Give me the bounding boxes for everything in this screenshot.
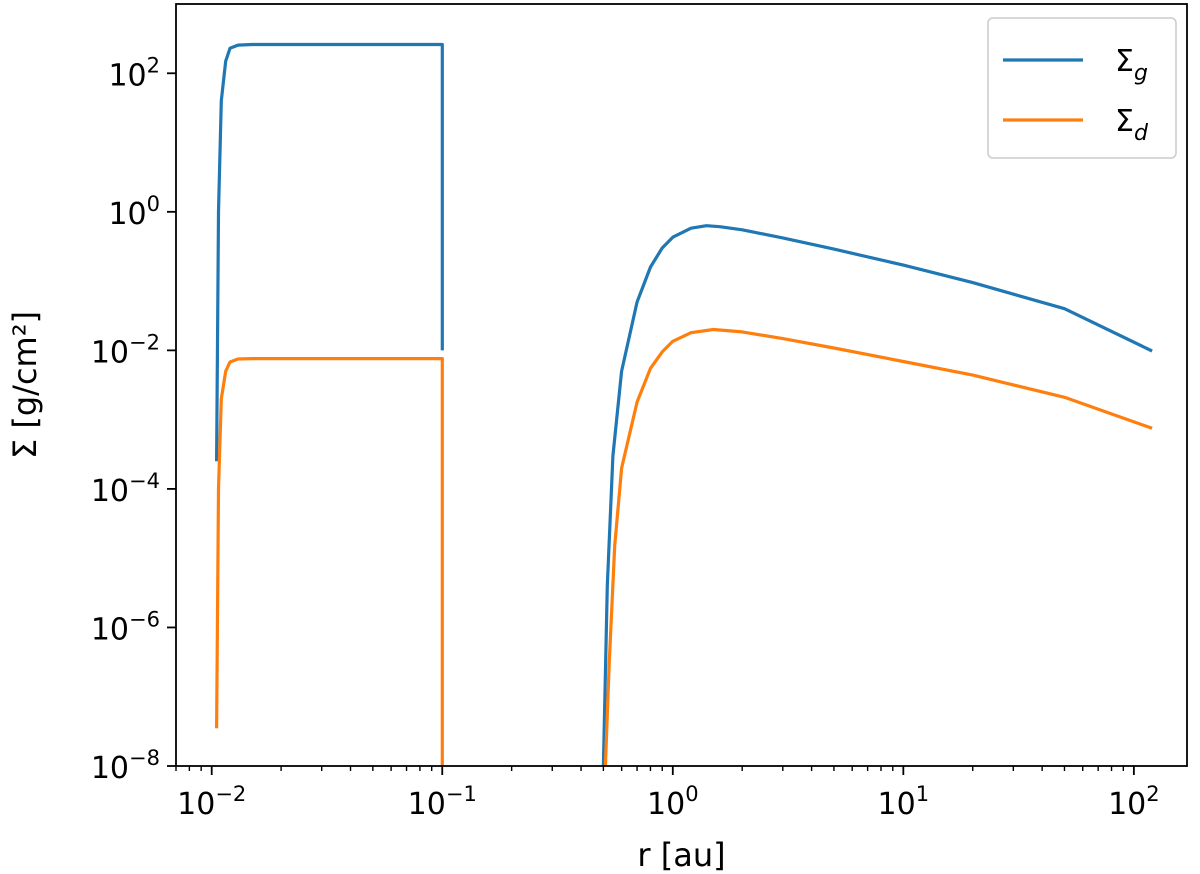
- x-tick-label: 10−1: [408, 782, 477, 822]
- y-tick-label: 10−8: [91, 746, 160, 786]
- x-tick-label: 102: [1108, 782, 1160, 822]
- legend-label-g: Σg: [1115, 44, 1148, 86]
- series-line-d-segment-2: [603, 327, 1153, 766]
- y-tick-label: 102: [108, 53, 160, 93]
- x-tick-label: 101: [878, 782, 930, 822]
- legend-label-d: Σd: [1115, 104, 1149, 146]
- y-tick-label: 10−4: [91, 469, 160, 509]
- series-layer: [215, 42, 1153, 766]
- series-line-g-segment-2: [601, 224, 1153, 766]
- y-tick-label: 10−2: [91, 330, 160, 370]
- series-line-d-segment-1: [215, 357, 444, 766]
- y-tick-label: 100: [108, 192, 160, 232]
- plot-frame: [175, 3, 1188, 767]
- y-axis-label: Σ [g/cm²]: [6, 311, 44, 459]
- legend: Σg Σd: [987, 17, 1177, 159]
- ticks-layer: 10−2 10−1 100 101 102 102 100 10−2 10−4 10−6 10−8: [91, 53, 1160, 822]
- y-tick-label: 10−6: [91, 607, 160, 647]
- legend-box: [987, 17, 1177, 159]
- series-line-g-segment-1: [215, 42, 444, 462]
- x-tick-label: 100: [647, 782, 699, 822]
- x-axis-label: r [au]: [637, 836, 725, 874]
- x-tick-label: 10−2: [177, 782, 246, 822]
